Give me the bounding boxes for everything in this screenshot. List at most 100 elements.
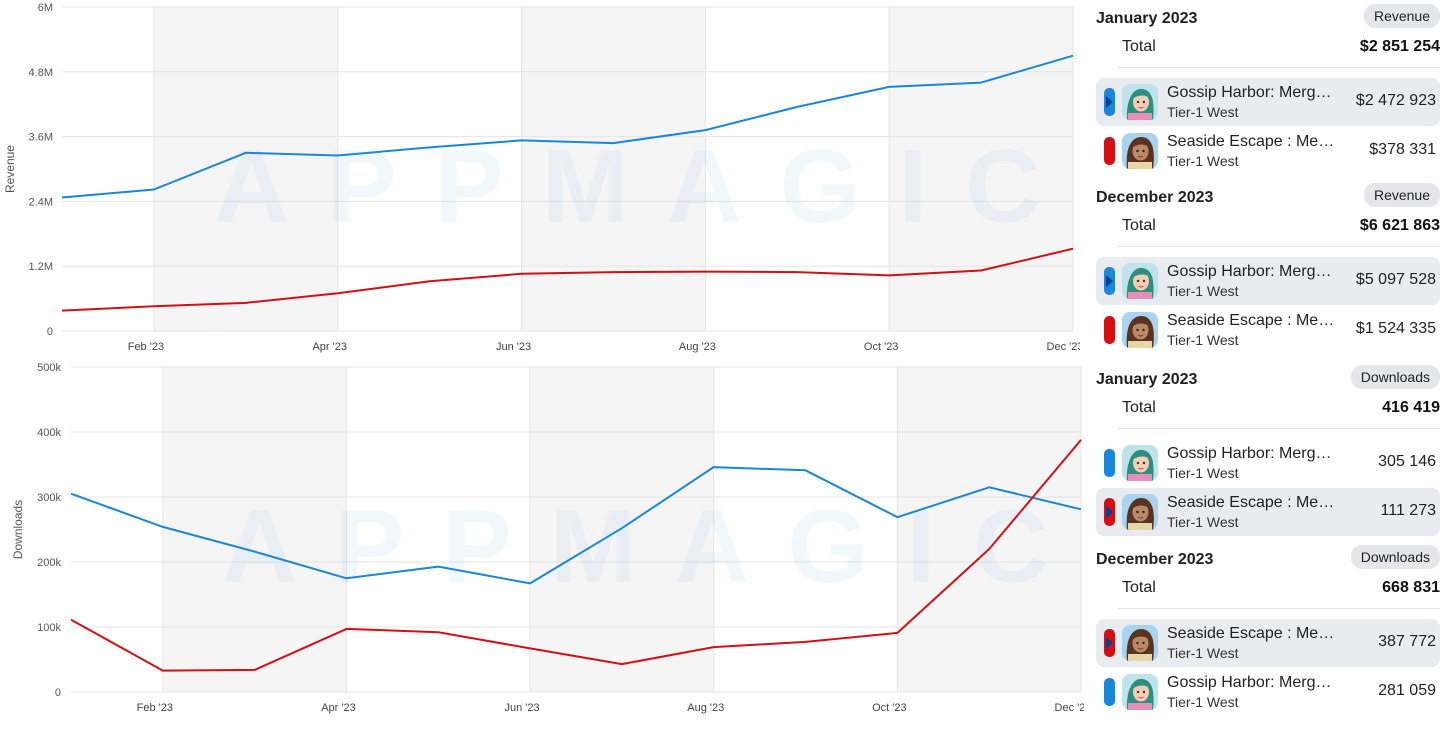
series-line: [70, 439, 1082, 672]
y-axis-label: Downloads: [11, 500, 25, 559]
downloads-chart-svg: 0 100k 200k 300k 400k 500k Feb '23 Apr '23 Jun '…: [11, 362, 1091, 714]
total-value: $6 621 863: [1359, 217, 1440, 234]
app-value: 281 059: [1378, 682, 1436, 699]
total-value: $2 851 254: [1359, 38, 1440, 55]
y-tick-label: 6M: [38, 2, 53, 14]
x-tick-label: Oct '23: [864, 341, 899, 353]
divider: [1118, 246, 1440, 247]
app-name: Seaside Escape : Merge & Story: [1167, 625, 1337, 642]
app-row[interactable]: Seaside Escape : Merge & Story Tier-1 We…: [1096, 127, 1440, 175]
app-icon: [1122, 674, 1158, 710]
metric-badge[interactable]: Downloads: [1350, 545, 1440, 569]
app-row[interactable]: Gossip Harbor: Merge & Story Tier-1 West…: [1096, 257, 1440, 305]
app-name: Gossip Harbor: Merge & Story: [1167, 445, 1337, 462]
app-region: Tier-1 West: [1167, 283, 1239, 299]
chevron-right-icon: [1106, 637, 1113, 649]
series-marker[interactable]: [1104, 88, 1115, 116]
app-row[interactable]: Seaside Escape : Merge & Story Tier-1 We…: [1096, 306, 1440, 354]
metric-badge[interactable]: Revenue: [1363, 4, 1440, 28]
app-name: Seaside Escape : Merge & Story: [1167, 494, 1337, 511]
y-axis-label: Revenue: [3, 145, 17, 193]
total-value: 668 831: [1382, 579, 1440, 596]
y-tick-label: 400k: [37, 427, 61, 439]
y-tick-label: 0: [47, 326, 53, 338]
x-tick-label: Jun '23: [505, 702, 540, 714]
app-name: Seaside Escape : Merge & Story: [1167, 133, 1337, 150]
app-value: 305 146: [1378, 453, 1436, 470]
app-value: $2 472 923: [1355, 92, 1436, 109]
series-marker[interactable]: [1104, 498, 1115, 526]
x-tick-label: Feb '23: [137, 702, 173, 714]
total-value: 416 419: [1382, 399, 1440, 416]
series-marker[interactable]: [1104, 629, 1115, 657]
chevron-right-icon: [1106, 275, 1113, 287]
app-value: $1 524 335: [1355, 320, 1436, 337]
app-icon: [1122, 84, 1158, 120]
panel-title: January 2023: [1096, 371, 1198, 388]
app-value: 387 772: [1378, 633, 1436, 650]
total-label: Total: [1122, 579, 1156, 596]
shaded-band: [530, 367, 714, 692]
divider: [1118, 608, 1440, 609]
app-value: $5 097 528: [1355, 271, 1436, 288]
app-icon: [1122, 494, 1158, 530]
app-region: Tier-1 West: [1167, 332, 1239, 348]
app-row[interactable]: Gossip Harbor: Merge & Story Tier-1 West…: [1096, 439, 1440, 487]
app-value: 111 273: [1380, 502, 1436, 519]
app-name: Gossip Harbor: Merge & Story: [1167, 674, 1337, 691]
app-icon: [1122, 263, 1158, 299]
chevron-right-icon: [1106, 506, 1113, 518]
app-row[interactable]: Gossip Harbor: Merge & Story Tier-1 West…: [1096, 668, 1440, 716]
panel-title: December 2023: [1096, 189, 1214, 206]
x-tick-label: Jun '23: [496, 341, 531, 353]
app-region: Tier-1 West: [1167, 153, 1239, 169]
shaded-band: [162, 367, 347, 692]
series-marker[interactable]: [1104, 678, 1115, 706]
y-tick-label: 500k: [37, 362, 61, 374]
series-marker[interactable]: [1104, 449, 1115, 477]
app-name: Seaside Escape : Merge & Story: [1167, 312, 1337, 329]
series-marker[interactable]: [1104, 316, 1115, 344]
y-tick-label: 0: [55, 687, 61, 699]
y-tick-label: 2.4M: [29, 196, 53, 208]
app-value: $378 331: [1369, 141, 1436, 158]
series-line: [61, 54, 1074, 199]
app-icon: [1122, 445, 1158, 481]
shaded-band: [153, 7, 338, 331]
panel-title: January 2023: [1096, 10, 1198, 27]
app-row[interactable]: Seaside Escape : Merge & Story Tier-1 We…: [1096, 488, 1440, 536]
metric-badge[interactable]: Downloads: [1350, 365, 1440, 389]
app-icon: [1122, 312, 1158, 348]
app-region: Tier-1 West: [1167, 514, 1239, 530]
app-region: Tier-1 West: [1167, 694, 1239, 710]
series-line: [70, 466, 1082, 585]
y-tick-label: 100k: [37, 622, 61, 634]
app-region: Tier-1 West: [1167, 645, 1239, 661]
app-row[interactable]: Gossip Harbor: Merge & Story Tier-1 West…: [1096, 78, 1440, 126]
shaded-band: [889, 7, 1073, 331]
shaded-band: [897, 367, 1081, 692]
app-row[interactable]: Seaside Escape : Merge & Story Tier-1 We…: [1096, 619, 1440, 667]
x-tick-label: Aug '23: [687, 702, 724, 714]
revenue-chart-svg: 0 1.2M 2.4M 3.6M 4.8M 6M Feb '23 Apr '23 Jun '23…: [3, 2, 1083, 353]
app-name: Gossip Harbor: Merge & Story: [1167, 84, 1337, 101]
app-name: Gossip Harbor: Merge & Story: [1167, 263, 1337, 280]
y-tick-label: 1.2M: [29, 261, 53, 273]
total-label: Total: [1122, 399, 1156, 416]
total-label: Total: [1122, 38, 1156, 55]
y-tick-label: 3.6M: [29, 132, 53, 144]
x-tick-label: Feb '23: [128, 341, 164, 353]
panel-title: December 2023: [1096, 551, 1214, 568]
metric-badge[interactable]: Revenue: [1363, 183, 1440, 207]
x-tick-label: Dec '23: [1055, 702, 1084, 714]
x-tick-label: Oct '23: [872, 702, 907, 714]
x-tick-label: Apr '23: [312, 341, 347, 353]
series-marker[interactable]: [1104, 267, 1115, 295]
total-label: Total: [1122, 217, 1156, 234]
app-region: Tier-1 West: [1167, 104, 1239, 120]
series-marker[interactable]: [1104, 137, 1115, 165]
divider: [1118, 67, 1440, 68]
app-icon: [1122, 625, 1158, 661]
